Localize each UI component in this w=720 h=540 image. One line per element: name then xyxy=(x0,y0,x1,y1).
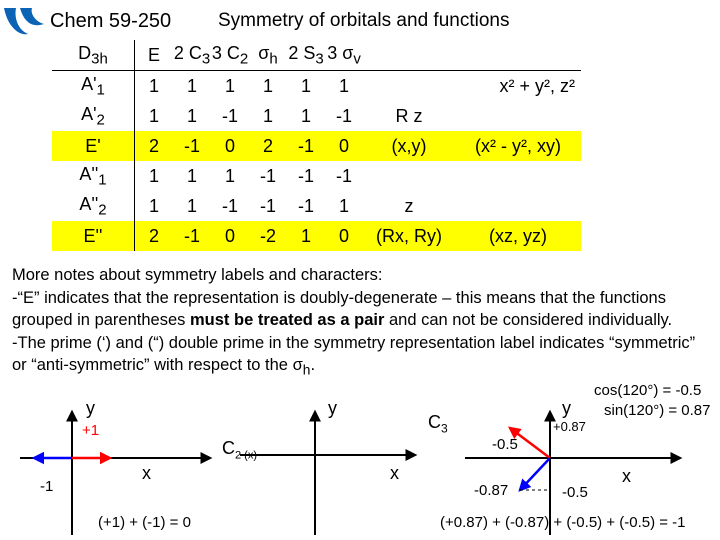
table-header-row: D3h E 2 C3 3 C2 σh 2 S3 3 σv xyxy=(52,40,581,71)
character-value: -1 xyxy=(287,131,325,161)
diagram1-y-label: y xyxy=(86,398,95,418)
table-row: E' 2 -1 0 2 -1 0 (x,y) (x² - y², xy) xyxy=(52,131,581,161)
diagram3-axes xyxy=(465,409,683,535)
character-value: -1 xyxy=(173,131,211,161)
character-value: -1 xyxy=(221,195,238,216)
linear-function: R z xyxy=(395,105,423,126)
quadratic-function: (x² - y², xy) xyxy=(455,131,581,161)
character-value: 0 xyxy=(211,221,249,251)
table-row: A''2 1 1 -1 -1 -1 1 z xyxy=(52,191,581,221)
table-row: A'2 1 1 -1 1 1 -1 R z xyxy=(52,101,581,131)
linear-function: (x,y) xyxy=(363,131,455,161)
character-value: 1 xyxy=(224,165,235,186)
character-value: 1 xyxy=(262,75,273,96)
quadratic-function: (xz, yz) xyxy=(455,221,581,251)
diagram3-operation: C3 xyxy=(428,412,448,436)
diagram3-value-2: -0.5 xyxy=(492,436,518,453)
slide-title: Symmetry of orbitals and functions xyxy=(218,10,510,31)
character-value: 1 xyxy=(148,195,159,216)
character-value: -1 xyxy=(221,105,238,126)
notes-text: More notes about symmetry labels and cha… xyxy=(12,264,712,382)
uwindsor-logo-icon xyxy=(4,8,44,35)
character-value: 1 xyxy=(186,75,197,96)
character-value: 1 xyxy=(148,75,159,96)
character-value: 1 xyxy=(186,105,197,126)
diagram3-value-3: -0.87 xyxy=(474,482,509,499)
character-table: D3h E 2 C3 3 C2 σh 2 S3 3 σv A'1 1 1 1 1 1 1 x²… xyxy=(52,40,581,251)
character-value: -1 xyxy=(297,195,314,216)
diagram1-x-label: x xyxy=(142,463,151,483)
irrep-label: E'' xyxy=(52,221,135,251)
header-op-s3: 2 S3 xyxy=(287,40,325,71)
character-value: 1 xyxy=(224,75,235,96)
diagram3-sum: (+0.87) + (-0.87) + (-0.5) + (-0.5) = -1 xyxy=(440,514,686,531)
diagram3-x-label: x xyxy=(622,466,631,486)
irrep-label: A''1 xyxy=(52,161,135,191)
character-value: -1 xyxy=(259,195,276,216)
header-group: D3h xyxy=(52,40,135,71)
header-op-c2: 3 C2 xyxy=(211,40,249,71)
diagram2-axes xyxy=(240,409,418,535)
character-value: 0 xyxy=(325,131,363,161)
character-value: 1 xyxy=(287,221,325,251)
header-op-e: E xyxy=(134,40,173,71)
diagram3-y-label: y xyxy=(562,398,571,418)
linear-function: (Rx, Ry) xyxy=(363,221,455,251)
character-value: 1 xyxy=(148,165,159,186)
character-value: -1 xyxy=(297,165,314,186)
character-value: 2 xyxy=(134,221,173,251)
diagram2-x-label: x xyxy=(390,463,399,483)
irrep-label: A'1 xyxy=(52,70,135,101)
diagram1-sum: (+1) + (-1) = 0 xyxy=(98,514,191,531)
notes-e-explanation: -“E” indicates that the representation i… xyxy=(12,288,673,330)
character-value: 2 xyxy=(249,131,287,161)
header-op-sigma-h: σh xyxy=(249,40,287,71)
character-value: 1 xyxy=(338,75,349,96)
irrep-label: E' xyxy=(52,131,135,161)
diagram2-operation: C2 (x) xyxy=(222,438,257,462)
diagram3-value-1: +0.87 xyxy=(553,419,586,434)
header-op-sigma-v: 3 σv xyxy=(325,40,363,71)
table-row: A''1 1 1 1 -1 -1 -1 xyxy=(52,161,581,191)
diagram3-value-4: -0.5 xyxy=(562,484,588,501)
character-value: 1 xyxy=(300,75,311,96)
character-value: 1 xyxy=(148,105,159,126)
diagram2-y-label: y xyxy=(328,398,337,418)
character-value: 0 xyxy=(211,131,249,161)
character-value: 2 xyxy=(134,131,173,161)
irrep-label: A'2 xyxy=(52,101,135,131)
diagram3-red-vector xyxy=(508,426,551,459)
character-value: 0 xyxy=(325,221,363,251)
linear-function: z xyxy=(404,195,414,216)
character-value: 1 xyxy=(262,105,273,126)
diagram1-minus-label: -1 xyxy=(40,478,54,495)
character-value: -1 xyxy=(173,221,211,251)
course-title: Chem 59-250 xyxy=(50,10,172,32)
character-value: -2 xyxy=(249,221,287,251)
diagram3-sin: sin(120°) = 0.87 xyxy=(604,402,711,419)
character-value: 1 xyxy=(300,105,311,126)
irrep-label: A''2 xyxy=(52,191,135,221)
notes-heading: More notes about symmetry labels and cha… xyxy=(12,266,383,284)
character-value: 1 xyxy=(338,195,349,216)
character-value: -1 xyxy=(335,105,352,126)
header-op-c3: 2 C3 xyxy=(173,40,211,71)
quadratic-function: x² + y², z² xyxy=(499,75,576,96)
character-value: -1 xyxy=(335,165,352,186)
table-row: E'' 2 -1 0 -2 1 0 (Rx, Ry) (xz, yz) xyxy=(52,221,581,251)
table-row: A'1 1 1 1 1 1 1 x² + y², z² xyxy=(52,70,581,101)
diagram3-blue-vector xyxy=(518,457,551,492)
character-value: -1 xyxy=(259,165,276,186)
diagram1-plus-label: +1 xyxy=(82,422,100,439)
character-value: 1 xyxy=(186,165,197,186)
diagram3-cos: cos(120°) = -0.5 xyxy=(594,382,702,399)
notes-prime-explanation: -The prime (‘) and (“) double prime in t… xyxy=(12,333,696,378)
character-value: 1 xyxy=(186,195,197,216)
